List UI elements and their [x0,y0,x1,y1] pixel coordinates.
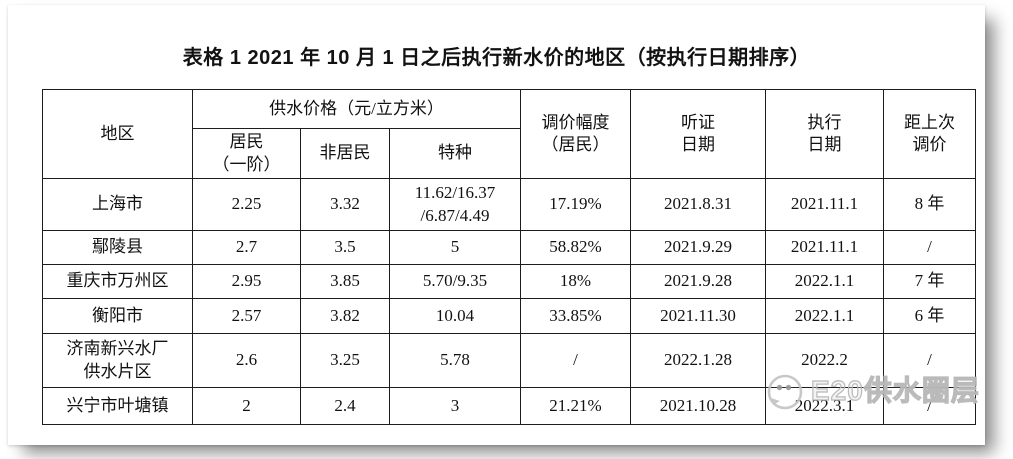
table-row: 上海市 2.25 3.32 11.62/16.37 /6.87/4.49 17.… [42,178,976,231]
region-cell: 济南新兴水厂 供水片区 [42,333,193,388]
cell: 2021.10.28 [630,387,766,425]
cell: 33.85% [520,298,631,334]
cell: 2.4 [300,387,390,425]
col-header-nonresident: 非居民 [300,128,390,179]
cell: 2022.3.1 [765,387,884,425]
cell: 2.25 [192,178,301,231]
table-row: 兴宁市叶塘镇 2 2.4 3 21.21% 2021.10.28 2022.3.… [42,387,976,425]
col-header-price-group: 供水价格（元/立方米） [192,89,521,129]
region-cell: 鄢陵县 [42,230,193,265]
cell: 5.70/9.35 [389,264,521,299]
region-cell: 衡阳市 [42,298,193,334]
cell: 2022.1.1 [765,264,884,299]
region-cell: 上海市 [42,178,193,231]
cell: 2022.2 [765,333,884,388]
cell: 5 [389,230,521,265]
cell: 2.7 [192,230,301,265]
cell: / [883,230,976,265]
cell: 3.32 [300,178,390,231]
region-cell: 重庆市万州区 [42,264,193,299]
cell: 21.21% [520,387,631,425]
cell: 3.82 [300,298,390,334]
document-page: 表格 1 2021 年 10 月 1 日之后执行新水价的地区（按执行日期排序） … [8,5,985,445]
region-cell: 兴宁市叶塘镇 [42,387,193,425]
cell: 2021.11.1 [765,178,884,231]
table-row: 鄢陵县 2.7 3.5 5 58.82% 2021.9.29 2021.11.1… [42,230,976,265]
cell: 17.19% [520,178,631,231]
cell: 58.82% [520,230,631,265]
cell: 10.04 [389,298,521,334]
water-price-table: 地区 供水价格（元/立方米） 调价幅度 （居民） 听证 日期 执行 日期 距上次… [42,89,976,425]
cell: 2.57 [192,298,301,334]
col-header-hearing-date: 听证 日期 [630,89,766,179]
cell: 3 [389,387,521,425]
cell: 8 年 [883,178,976,231]
col-header-special: 特种 [389,128,521,179]
table-caption: 表格 1 2021 年 10 月 1 日之后执行新水价的地区（按执行日期排序） [182,47,811,69]
col-header-effective-date: 执行 日期 [765,89,884,179]
cell: 2021.11.30 [630,298,766,334]
cell: 6 年 [883,298,976,334]
cell: 3.25 [300,333,390,388]
cell: 2021.9.29 [630,230,766,265]
cell: 2.95 [192,264,301,299]
cell: 2021.9.28 [630,264,766,299]
col-header-since-last: 距上次 调价 [883,89,976,179]
cell: / [883,387,976,425]
table-header: 地区 供水价格（元/立方米） 调价幅度 （居民） 听证 日期 执行 日期 距上次… [42,89,976,179]
table-row: 衡阳市 2.57 3.82 10.04 33.85% 2021.11.30 20… [42,298,976,334]
cell: 2.6 [192,333,301,388]
table-row: 重庆市万州区 2.95 3.85 5.70/9.35 18% 2021.9.28… [42,264,976,299]
col-header-adjustment: 调价幅度 （居民） [520,89,631,179]
cell: 3.85 [300,264,390,299]
cell: 2 [192,387,301,425]
cell: 11.62/16.37 /6.87/4.49 [389,178,521,231]
cell: 18% [520,264,631,299]
table-row: 济南新兴水厂 供水片区 2.6 3.25 5.78 / 2022.1.28 20… [42,333,976,388]
table-body: 上海市 2.25 3.32 11.62/16.37 /6.87/4.49 17.… [42,178,976,425]
col-header-region: 地区 [42,89,193,179]
cell: 2022.1.28 [630,333,766,388]
cell: 2021.11.1 [765,230,884,265]
cell: 2022.1.1 [765,298,884,334]
col-header-resident-tier1: 居民 （一阶） [192,128,301,179]
cell: / [520,333,631,388]
cell: / [883,333,976,388]
cell: 2021.8.31 [630,178,766,231]
cell: 5.78 [389,333,521,388]
cell: 7 年 [883,264,976,299]
cell: 3.5 [300,230,390,265]
